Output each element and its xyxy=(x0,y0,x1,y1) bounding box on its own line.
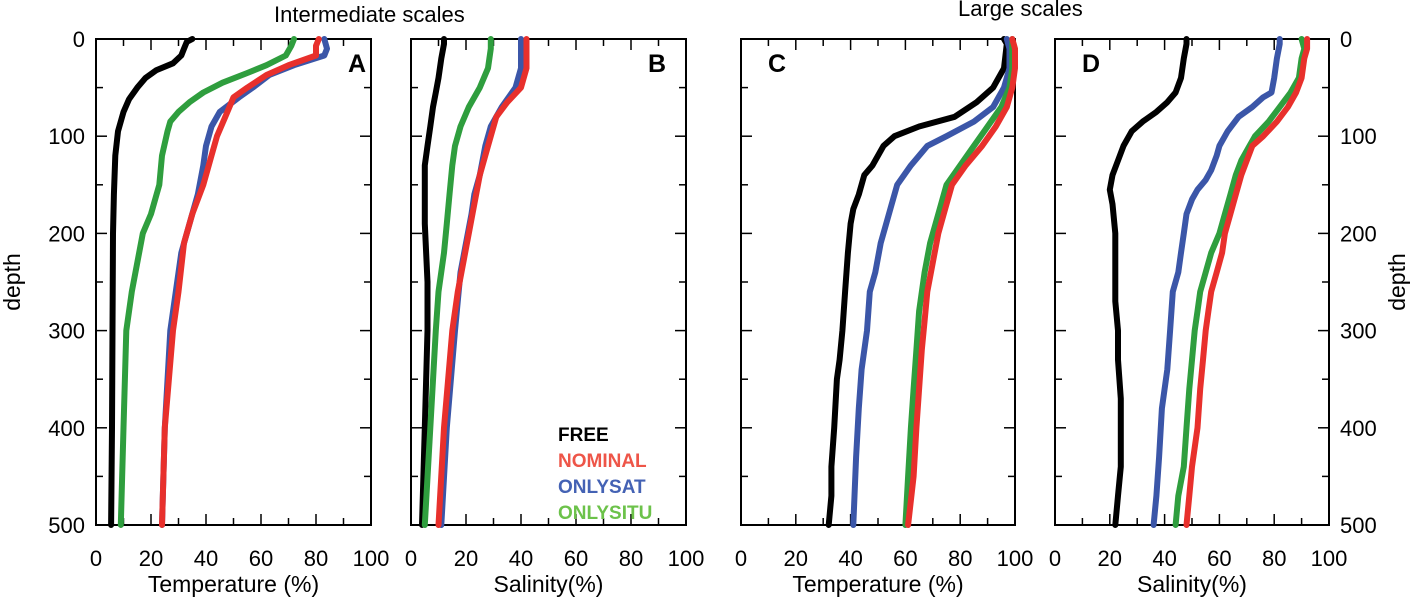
x-tick-label: 100 xyxy=(1311,546,1348,571)
x-tick-label: 0 xyxy=(1049,546,1061,571)
x-tick-label: 20 xyxy=(139,546,163,571)
x-tick-label: 40 xyxy=(1152,546,1176,571)
series-line-free xyxy=(1106,36,1190,528)
x-tick-label: 40 xyxy=(194,546,218,571)
panel-D: 0 20 40 60 80 100 0 100 200 300 400 500 depth Salinit… xyxy=(1049,27,1410,597)
series-line-free xyxy=(108,36,196,528)
large-scales-title: Large scales xyxy=(958,0,1083,21)
legend-entry-nominal: NOMINAL xyxy=(558,451,647,472)
plot-frame xyxy=(95,38,372,526)
series-line-onlysat xyxy=(438,36,524,528)
x-tick-label: 60 xyxy=(249,546,273,571)
x-tick-label: 40 xyxy=(838,546,862,571)
y-tick-label: 100 xyxy=(1340,124,1377,149)
y-tick-label: 300 xyxy=(1340,319,1377,344)
series-line-nominal xyxy=(435,36,530,528)
y-tick-label: 0 xyxy=(1340,27,1352,52)
x-tick-label: 60 xyxy=(1207,546,1231,571)
series-line-nominal xyxy=(905,36,1018,528)
series-line-onlysat xyxy=(1150,36,1283,528)
x-tick-label: 20 xyxy=(454,546,478,571)
series-line-free xyxy=(825,36,1010,528)
x-tick-label: 100 xyxy=(668,546,705,571)
x-tick-label: 60 xyxy=(564,546,588,571)
x-tick-label: 0 xyxy=(405,546,417,571)
x-tick-label: 0 xyxy=(735,546,747,571)
y-tick-label: 400 xyxy=(1340,416,1377,441)
legend-entry-onlysitu: ONLYSITU xyxy=(558,503,652,524)
panel-C: 0 20 40 60 80 100 Temperature (%) C xyxy=(735,36,1034,597)
series-line-onlysitu xyxy=(1172,36,1308,528)
intermediate-scales-title: Intermediate scales xyxy=(274,2,465,27)
x-tick-label: 0 xyxy=(90,546,102,571)
series-line-free xyxy=(419,36,447,528)
series-line-nominal xyxy=(1183,36,1311,528)
y-tick-label: 0 xyxy=(73,27,85,52)
y-tick-label: 200 xyxy=(1340,221,1377,246)
x-tick-label: 80 xyxy=(619,546,643,571)
panel-label-A: A xyxy=(348,50,366,78)
x-tick-label: 100 xyxy=(997,546,1034,571)
x-tick-label: 80 xyxy=(304,546,328,571)
panel-A: 0 20 40 60 80 100 0 100 200 300 400 500 depth Tempera… xyxy=(0,27,389,597)
y-tick-label: 300 xyxy=(48,319,85,344)
series-line-onlysitu xyxy=(117,36,297,528)
x-tick-label: 80 xyxy=(1262,546,1286,571)
panel-label-D: D xyxy=(1082,50,1100,78)
panel-B: 0 20 40 60 80 100 Salinity(%) B xyxy=(405,36,705,597)
y-axis-label: depth xyxy=(1384,253,1410,311)
x-tick-label: 80 xyxy=(948,546,972,571)
legend-entry-free: FREE xyxy=(558,425,609,446)
x-axis-label: Temperature (%) xyxy=(792,571,963,597)
y-tick-label: 500 xyxy=(48,513,85,538)
x-axis-label: Salinity(%) xyxy=(1137,571,1247,597)
y-tick-label: 200 xyxy=(48,221,85,246)
plot-frame xyxy=(740,38,1016,526)
y-tick-label: 100 xyxy=(48,124,85,149)
x-axis-label: Salinity(%) xyxy=(494,571,604,597)
x-tick-label: 20 xyxy=(1098,546,1122,571)
y-tick-label: 400 xyxy=(48,416,85,441)
legend: FREE NOMINAL ONLYSAT ONLYSITU xyxy=(558,425,652,524)
x-tick-label: 100 xyxy=(353,546,390,571)
series-line-onlysat xyxy=(159,36,330,528)
series-line-onlysat xyxy=(850,36,1013,528)
panel-label-B: B xyxy=(648,50,666,78)
x-tick-label: 40 xyxy=(509,546,533,571)
x-axis-label: Temperature (%) xyxy=(148,571,319,597)
legend-entry-onlysat: ONLYSAT xyxy=(558,477,646,498)
series-line-onlysitu xyxy=(421,36,494,528)
y-axis-label: depth xyxy=(0,253,25,311)
series-line-nominal xyxy=(159,36,322,528)
y-tick-label: 500 xyxy=(1340,513,1377,538)
panel-label-C: C xyxy=(768,50,786,78)
x-tick-label: 60 xyxy=(893,546,917,571)
x-tick-label: 20 xyxy=(784,546,808,571)
